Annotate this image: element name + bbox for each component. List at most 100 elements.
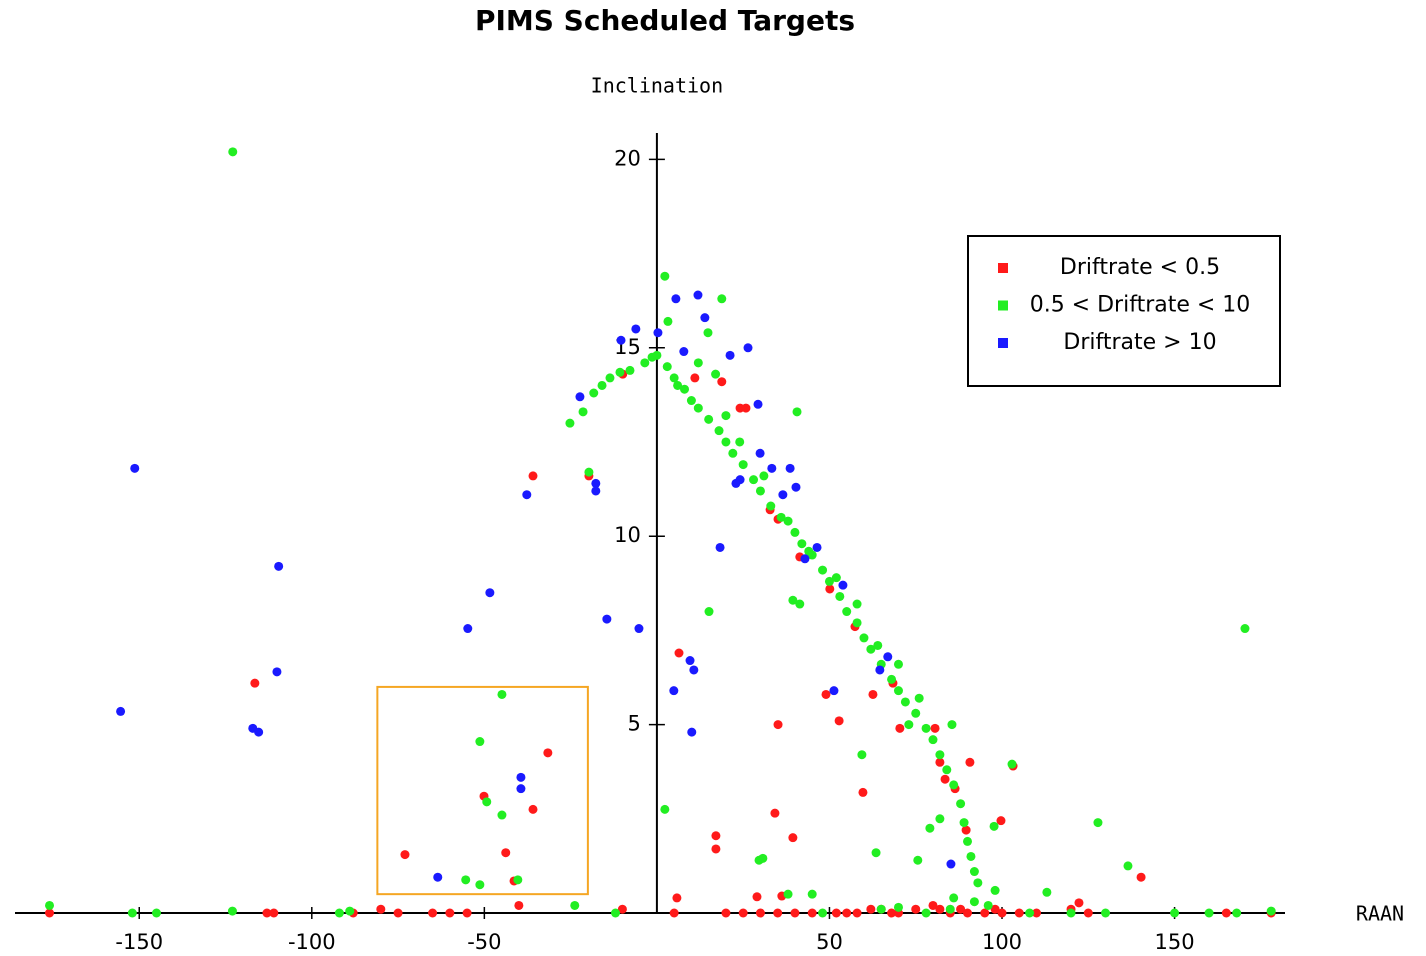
point <box>904 720 914 730</box>
point <box>858 787 868 797</box>
point <box>376 904 386 914</box>
point <box>783 516 793 526</box>
point <box>725 350 735 360</box>
point <box>973 878 983 888</box>
x-tick-label: 50 <box>816 930 843 954</box>
point <box>792 407 802 417</box>
point <box>913 855 923 865</box>
point <box>428 908 438 918</box>
point <box>1170 908 1180 918</box>
point <box>825 584 835 594</box>
point <box>700 313 710 323</box>
point <box>674 648 684 658</box>
y-tick-label: 5 <box>628 712 641 736</box>
point <box>956 799 966 809</box>
point <box>818 908 828 918</box>
point <box>522 490 532 500</box>
point <box>940 774 950 784</box>
point <box>634 624 644 634</box>
point <box>946 859 956 869</box>
point <box>711 831 721 841</box>
point <box>1083 908 1093 918</box>
point <box>227 906 237 916</box>
point <box>625 365 635 375</box>
point <box>584 467 594 477</box>
point <box>669 908 679 918</box>
point <box>1101 908 1111 918</box>
point <box>743 343 753 353</box>
point <box>741 403 751 413</box>
point <box>873 640 883 650</box>
region-box <box>376 685 589 896</box>
point <box>721 411 731 421</box>
point <box>461 875 471 885</box>
point <box>866 644 876 654</box>
x-tick-label: 100 <box>982 930 1022 954</box>
point <box>963 836 972 846</box>
point <box>900 697 910 707</box>
point <box>755 448 765 458</box>
point <box>969 867 979 877</box>
point <box>895 723 905 733</box>
point <box>835 591 845 601</box>
point <box>250 678 260 688</box>
point <box>589 388 599 398</box>
point <box>575 392 585 402</box>
point <box>852 618 862 628</box>
point <box>516 772 526 782</box>
point <box>893 659 903 669</box>
point <box>679 347 689 357</box>
point <box>673 380 683 390</box>
point <box>778 490 788 500</box>
point <box>942 765 952 775</box>
point <box>528 471 538 481</box>
y-axis-label: Inclination <box>591 74 723 98</box>
point <box>693 290 703 300</box>
point <box>715 542 725 552</box>
point <box>686 396 696 406</box>
point <box>759 471 769 481</box>
point <box>151 908 161 918</box>
point <box>887 674 897 684</box>
x-tick-label: 150 <box>1155 930 1195 954</box>
point <box>45 900 55 910</box>
point <box>783 889 793 899</box>
point <box>1042 887 1052 897</box>
point <box>680 384 690 394</box>
point <box>475 880 485 890</box>
point <box>812 542 822 552</box>
point <box>597 380 607 390</box>
point <box>400 850 410 860</box>
point <box>663 316 673 326</box>
point <box>852 599 862 609</box>
point <box>721 908 731 918</box>
point <box>714 426 724 436</box>
point <box>821 689 831 699</box>
point <box>961 825 971 835</box>
x-tick-label: -50 <box>467 930 501 954</box>
point <box>662 362 672 372</box>
point <box>857 750 867 760</box>
x-tick-label: -150 <box>115 930 163 954</box>
point <box>711 369 721 379</box>
point <box>842 607 852 617</box>
point <box>602 614 612 624</box>
point <box>824 576 834 586</box>
point <box>956 904 966 914</box>
legend-box <box>967 235 1281 387</box>
legend-label: 0.5 < Driftrate < 10 <box>1030 293 1251 318</box>
point <box>1204 908 1214 918</box>
point <box>591 486 601 496</box>
point <box>704 607 714 617</box>
point <box>475 737 485 747</box>
point <box>770 808 780 818</box>
point <box>393 908 403 918</box>
point <box>949 780 959 790</box>
x-tick-label: -100 <box>288 930 336 954</box>
point <box>790 527 800 537</box>
point <box>773 908 783 918</box>
point <box>838 580 848 590</box>
point <box>791 482 801 492</box>
point <box>868 689 878 699</box>
